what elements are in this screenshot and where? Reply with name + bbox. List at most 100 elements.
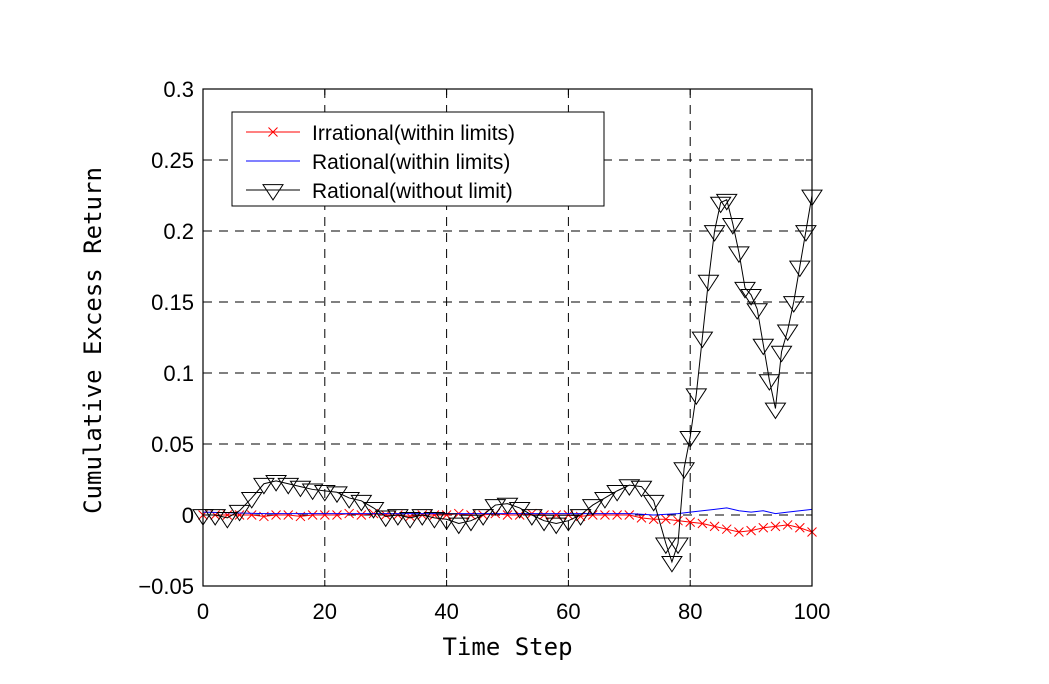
data-point <box>770 345 793 363</box>
data-point <box>673 515 683 526</box>
data-point <box>630 480 653 498</box>
data-point <box>252 477 275 495</box>
x-axis-title: Time Step <box>442 633 572 661</box>
data-point <box>697 518 708 529</box>
series-line <box>203 513 813 533</box>
data-point <box>606 484 629 502</box>
x-tick-label: 80 <box>678 599 702 624</box>
data-point <box>758 522 769 533</box>
data-point <box>508 502 531 519</box>
data-point <box>484 499 507 516</box>
legend-label: Rational(within limits) <box>312 151 510 174</box>
data-point <box>356 510 367 520</box>
series-line <box>203 195 813 564</box>
data-point <box>277 477 300 495</box>
data-point <box>435 513 458 531</box>
data-point <box>685 517 696 527</box>
data-point <box>423 511 446 529</box>
data-point <box>594 492 616 509</box>
data-point <box>685 388 708 406</box>
data-point <box>618 479 641 496</box>
y-axis-title: Cumulative Excess Return <box>79 167 107 514</box>
data-point <box>557 514 580 532</box>
x-tick-label: 0 <box>197 599 209 624</box>
data-point <box>332 510 342 520</box>
data-point <box>399 511 421 529</box>
data-point <box>386 509 409 526</box>
data-point <box>496 497 519 515</box>
data-point <box>746 303 769 320</box>
data-point <box>764 402 787 420</box>
series-3 <box>192 189 823 573</box>
data-point <box>642 494 665 512</box>
legend-swatch-marker <box>268 127 278 137</box>
data-point <box>667 537 689 555</box>
data-point <box>460 514 482 532</box>
data-point <box>727 246 750 264</box>
data-point <box>770 521 781 532</box>
data-point <box>307 510 318 520</box>
data-point <box>752 338 775 356</box>
data-point <box>240 492 263 509</box>
data-point <box>265 475 288 492</box>
data-point <box>514 510 525 520</box>
data-point <box>654 537 677 555</box>
data-point <box>697 274 720 292</box>
data-point <box>472 509 495 526</box>
data-point <box>721 524 732 535</box>
data-point <box>289 480 312 498</box>
data-point <box>313 484 336 502</box>
data-point <box>703 225 726 242</box>
data-point <box>782 520 793 530</box>
data-point <box>520 509 543 526</box>
data-point <box>715 193 738 211</box>
data-point <box>581 499 604 516</box>
legend-label: Rational(without limit) <box>312 180 513 203</box>
data-point <box>283 510 294 520</box>
data-point <box>545 517 568 535</box>
data-point <box>776 324 799 342</box>
data-point <box>794 225 817 242</box>
data-point <box>660 514 671 525</box>
data-point <box>301 483 324 501</box>
data-point <box>374 510 397 528</box>
data-point <box>319 510 330 520</box>
x-tick-label: 20 <box>313 599 337 624</box>
series-2 <box>202 507 813 516</box>
data-point <box>447 517 470 535</box>
data-point <box>746 525 756 536</box>
data-point <box>740 289 763 306</box>
data-point <box>661 555 683 573</box>
legend-entry: Irrational(within limits) <box>246 122 515 145</box>
y-tick-label: −0.05 <box>138 574 194 599</box>
data-point <box>502 510 513 520</box>
data-point <box>380 510 391 520</box>
plot-area-frame <box>202 88 813 587</box>
x-tick-label: 40 <box>434 599 458 624</box>
y-tick-label: 0.1 <box>163 361 194 386</box>
x-tick-label: 100 <box>794 599 831 624</box>
data-point <box>228 504 251 522</box>
data-point <box>721 218 744 235</box>
series-layer <box>192 189 823 573</box>
y-tick-label: 0.25 <box>151 148 194 173</box>
data-point <box>782 296 805 313</box>
legend-label: Irrational(within limits) <box>312 122 515 145</box>
data-point <box>788 260 811 278</box>
data-point <box>411 509 434 526</box>
data-point <box>648 514 659 525</box>
legend-entry: Rational(without limit) <box>246 180 513 203</box>
y-tick-label: 0.05 <box>151 432 194 457</box>
y-tick-label: 0.15 <box>151 290 194 315</box>
data-point <box>600 510 610 520</box>
data-point <box>246 510 257 520</box>
data-point <box>673 462 696 479</box>
data-point <box>709 196 732 214</box>
x-tick-label: 60 <box>556 599 580 624</box>
y-tick-label: 0 <box>182 503 194 528</box>
data-point <box>350 494 373 512</box>
data-point <box>569 509 592 526</box>
legend-swatch-marker <box>262 184 284 201</box>
